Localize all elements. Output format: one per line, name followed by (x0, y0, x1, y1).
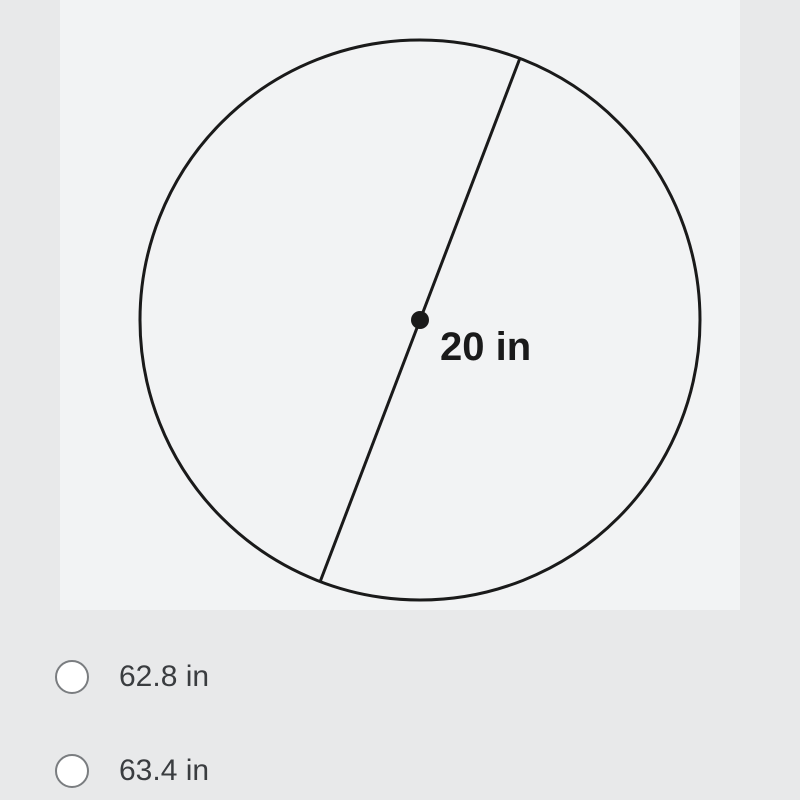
option-label: 63.4 in (119, 754, 209, 788)
circle-diagram-svg: 20 in (80, 20, 760, 620)
answer-options: 62.8 in 63.4 in (55, 660, 800, 788)
option-label: 62.8 in (119, 660, 209, 694)
radio-button[interactable] (55, 754, 89, 788)
circle-diagram-container: 20 in (60, 0, 740, 610)
radio-button[interactable] (55, 660, 89, 694)
diameter-label: 20 in (440, 325, 531, 369)
center-point (411, 311, 429, 329)
option-row[interactable]: 62.8 in (55, 660, 800, 694)
option-row[interactable]: 63.4 in (55, 754, 800, 788)
